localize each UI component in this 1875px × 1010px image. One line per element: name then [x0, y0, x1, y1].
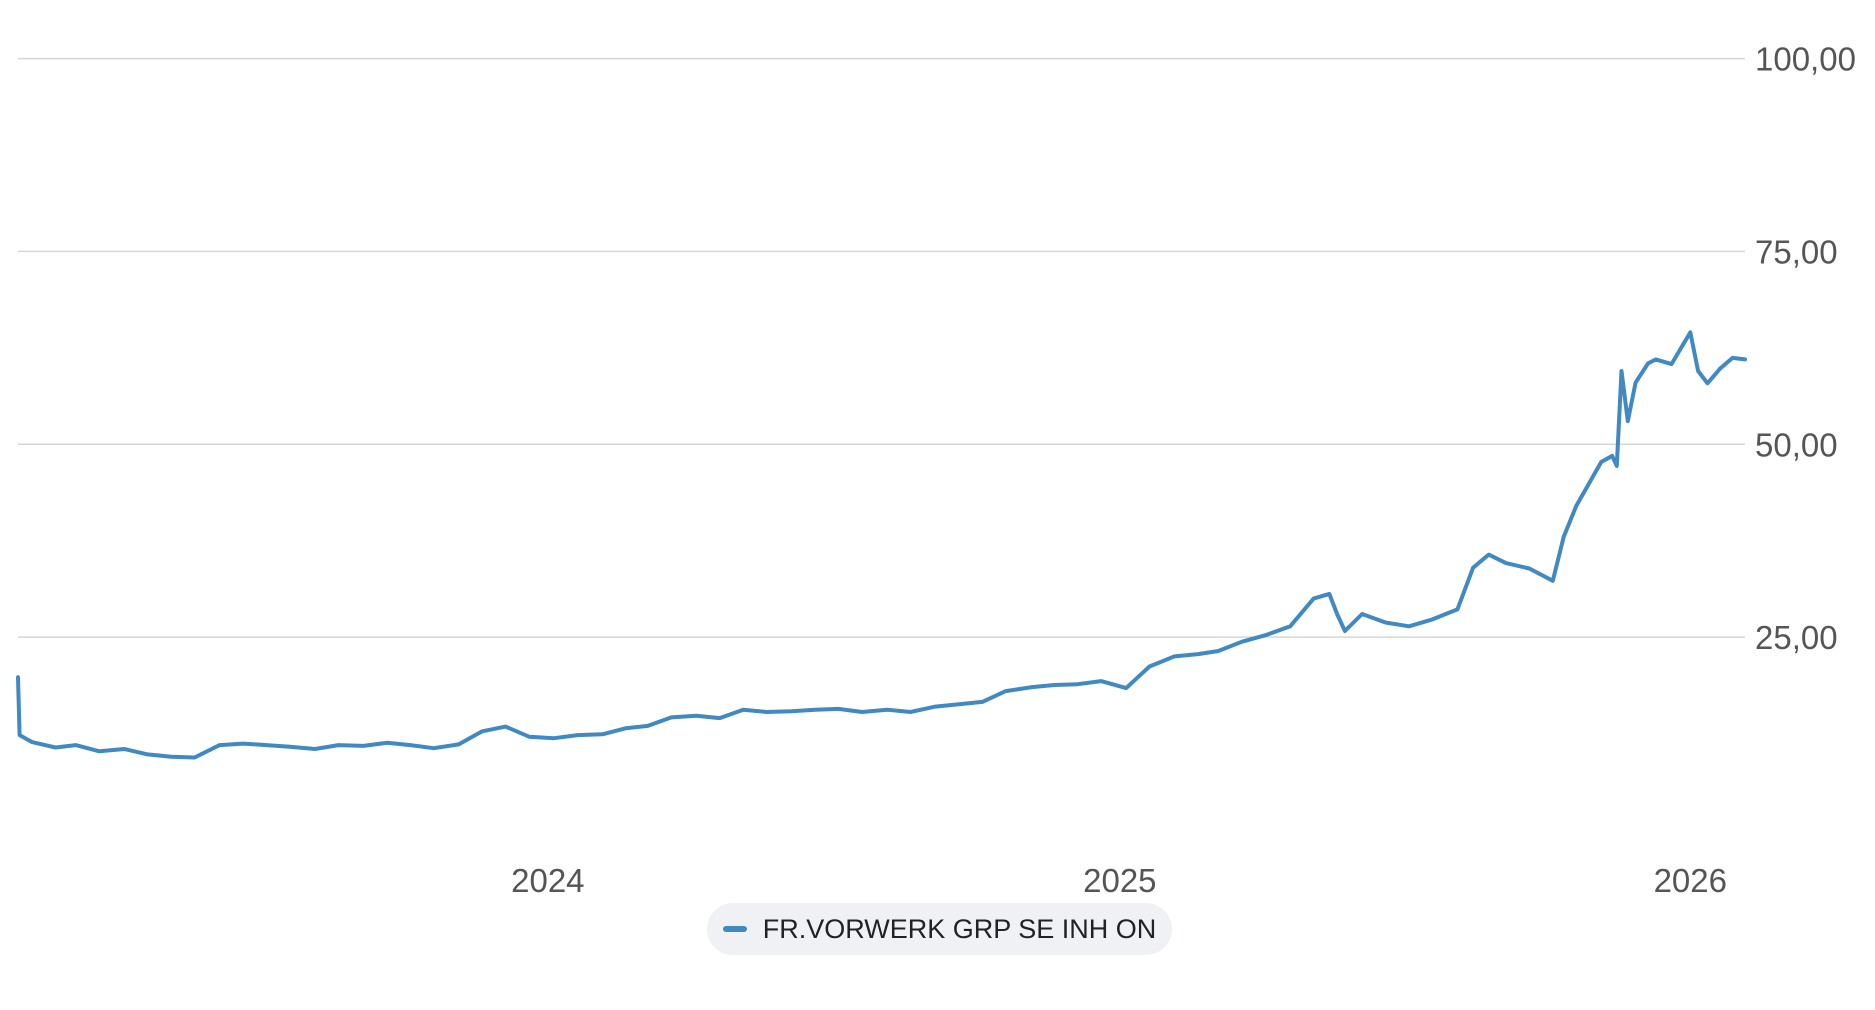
y-axis-ticks: 25,00 50,00 75,00 100,00 [1755, 41, 1856, 657]
legend-label: FR.VORWERK GRP SE INH ON [762, 913, 1157, 944]
legend[interactable]: FR.VORWERK GRP SE INH ON [707, 903, 1172, 955]
x-tick-label: 2026 [1654, 862, 1727, 899]
x-tick-label: 2024 [511, 862, 584, 899]
y-tick-label: 75,00 [1755, 233, 1838, 270]
y-tick-label: 50,00 [1755, 426, 1838, 463]
x-axis-ticks: 2024 2025 2026 [511, 862, 1727, 899]
y-tick-label: 100,00 [1755, 41, 1856, 78]
legend-swatch [722, 926, 747, 932]
x-tick-label: 2025 [1083, 862, 1156, 899]
series-layer [16, 330, 1747, 760]
series-line[interactable] [16, 330, 1747, 760]
grid-lines [18, 57, 1745, 638]
y-tick-label: 25,00 [1755, 619, 1838, 656]
